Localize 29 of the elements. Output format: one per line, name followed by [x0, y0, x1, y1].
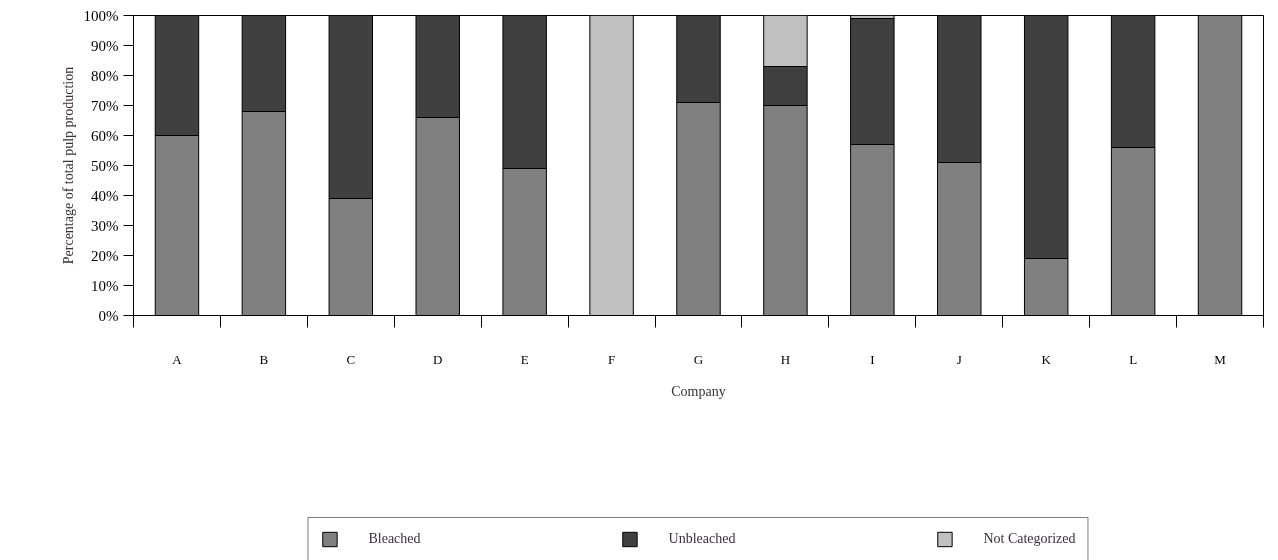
legend-label: Bleached	[368, 531, 421, 548]
y-tick-label: 20%	[91, 247, 119, 264]
x-tick-label: A	[172, 351, 183, 367]
y-tick-label: 0%	[98, 307, 119, 324]
x-tick-label: F	[607, 351, 616, 367]
y-tick-label: 10%	[91, 277, 119, 294]
x-tick-label: E	[520, 351, 529, 367]
legend-label: Not Categorized	[983, 531, 1076, 548]
y-tick-label: 50%	[91, 157, 119, 174]
x-tick-label: C	[346, 351, 356, 367]
y-tick-label: 70%	[91, 97, 119, 114]
x-tick-label: D	[433, 351, 443, 367]
y-axis-title: Percentage of total pulp production	[60, 66, 76, 265]
x-tick-label: H	[780, 351, 791, 367]
x-axis-title: Company	[671, 383, 726, 399]
y-tick-label: 40%	[91, 187, 119, 204]
x-tick-label: M	[1214, 351, 1227, 367]
y-tick-label: 90%	[91, 37, 119, 54]
x-tick-label: B	[259, 351, 269, 367]
x-tick-label: K	[1041, 351, 1052, 367]
x-tick-label: L	[1129, 351, 1138, 367]
x-tick-label: J	[956, 351, 962, 367]
y-tick-label: 30%	[91, 217, 119, 234]
y-tick-label: 60%	[91, 127, 119, 144]
y-tick-label: 100%	[83, 7, 119, 24]
y-tick-label: 80%	[91, 67, 119, 84]
x-tick-label: I	[870, 351, 875, 367]
x-tick-label: G	[693, 351, 704, 367]
legend-label: Unbleached	[668, 531, 736, 548]
